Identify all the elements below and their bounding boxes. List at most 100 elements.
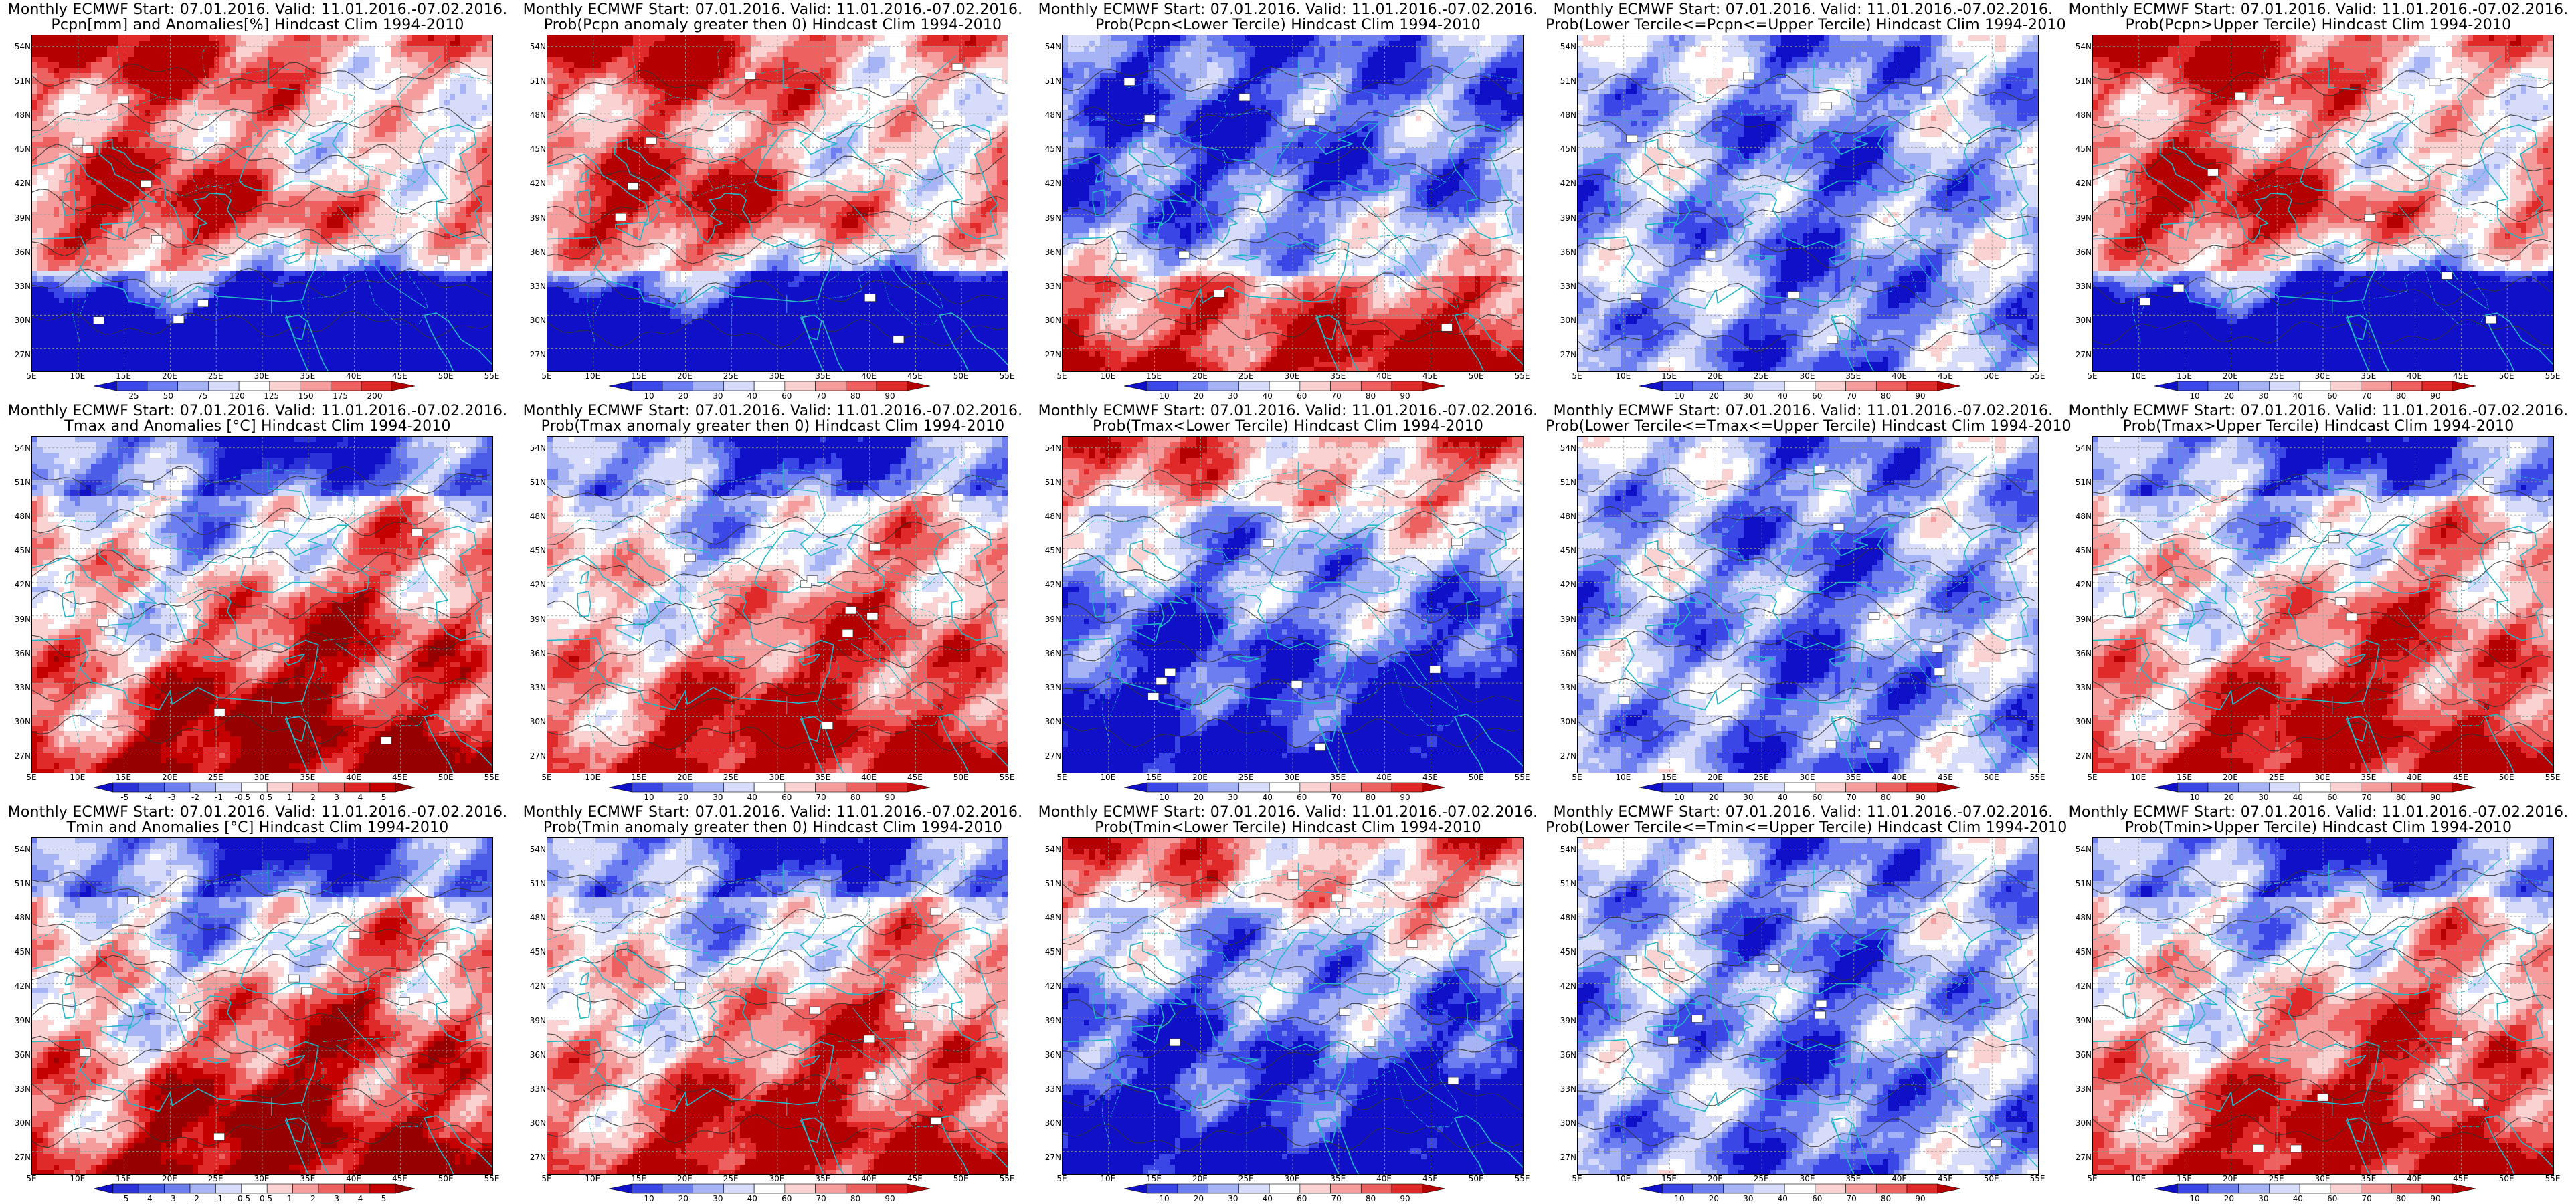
longitude-label: 20E bbox=[2217, 372, 2243, 380]
longitude-label: 5E bbox=[18, 773, 45, 781]
longitude-label: 55E bbox=[2539, 372, 2566, 380]
colorbar bbox=[1639, 1184, 1960, 1193]
latitude-label: 30N bbox=[5, 718, 31, 726]
colorbar-tick-label: -3 bbox=[159, 1195, 185, 1203]
panel-title: Monthly ECMWF Start: 07.01.2016. Valid: … bbox=[1030, 1, 1546, 18]
longitude-label: 45E bbox=[1416, 1175, 1443, 1183]
latitude-label: 27N bbox=[2066, 752, 2092, 760]
colorbar-tick-label: 90 bbox=[877, 1195, 903, 1203]
colorbar-tick-label: -1 bbox=[205, 1195, 232, 1203]
colorbar-tick-label: 10 bbox=[1151, 793, 1178, 801]
colorbar-tick-label: 40 bbox=[739, 793, 765, 801]
longitude-label: 45E bbox=[2447, 1175, 2474, 1183]
colorbar-tick-label: 90 bbox=[1907, 793, 1934, 801]
latitude-label: 54N bbox=[5, 43, 31, 51]
longitude-label: 10E bbox=[1610, 372, 1637, 380]
colorbar-tick-label: 90 bbox=[877, 793, 903, 801]
latitude-label: 27N bbox=[1036, 1153, 1061, 1161]
latitude-label: 42N bbox=[1036, 581, 1061, 589]
longitude-label: 50E bbox=[947, 372, 974, 380]
colorbar-tick-label: 70 bbox=[2353, 392, 2380, 400]
panel-title: Monthly ECMWF Start: 07.01.2016. Valid: … bbox=[0, 403, 515, 419]
latitude-label: 45N bbox=[521, 948, 546, 956]
latitude-label: 33N bbox=[2066, 282, 2092, 290]
longitude-label: 40E bbox=[856, 372, 883, 380]
colorbar-tick-label: 20 bbox=[2215, 793, 2242, 801]
latitude-label: 30N bbox=[521, 316, 546, 324]
colorbar-svg bbox=[609, 1184, 930, 1193]
latitude-label: 30N bbox=[2066, 1119, 2092, 1127]
longitude-label: 20E bbox=[671, 372, 698, 380]
longitude-label: 50E bbox=[1978, 1175, 2005, 1183]
latitude-label: 27N bbox=[521, 752, 546, 760]
panel-title: Monthly ECMWF Start: 07.01.2016. Valid: … bbox=[2061, 403, 2576, 419]
colorbar-svg bbox=[94, 1184, 415, 1193]
map-panel: Monthly ECMWF Start: 07.01.2016. Valid: … bbox=[1546, 401, 2061, 803]
map-area bbox=[31, 436, 493, 773]
longitude-label: 45E bbox=[1932, 1175, 1958, 1183]
colorbar-tick-label: 40 bbox=[1254, 392, 1281, 400]
map-area bbox=[547, 436, 1008, 773]
longitude-label: 30E bbox=[2309, 773, 2336, 781]
latitude-label: 36N bbox=[5, 248, 31, 256]
longitude-label: 15E bbox=[2171, 372, 2198, 380]
longitude-label: 25E bbox=[202, 372, 229, 380]
longitude-label: 5E bbox=[18, 1175, 45, 1183]
latitude-label: 45N bbox=[1551, 546, 1576, 555]
colorbar-svg bbox=[609, 381, 930, 391]
map-area bbox=[1062, 837, 1524, 1175]
colorbar-tick-label: 90 bbox=[2422, 1195, 2449, 1203]
longitude-label: 55E bbox=[1509, 1175, 1536, 1183]
latitude-label: 42N bbox=[1551, 179, 1576, 187]
longitude-label: 40E bbox=[341, 773, 367, 781]
colorbar-tick-label: 30 bbox=[2250, 392, 2277, 400]
longitude-label: 5E bbox=[18, 372, 45, 380]
map-panel: Monthly ECMWF Start: 07.01.2016. Valid: … bbox=[1030, 803, 1546, 1204]
latitude-label: 54N bbox=[1551, 444, 1576, 452]
colorbar-tick-label: 20 bbox=[670, 392, 697, 400]
longitude-label: 15E bbox=[2171, 1175, 2198, 1183]
latitude-label: 36N bbox=[521, 649, 546, 658]
colorbar bbox=[94, 783, 415, 792]
longitude-label: 45E bbox=[1416, 372, 1443, 380]
colorbar-tick-label: -5 bbox=[111, 1195, 138, 1203]
latitude-label: 45N bbox=[5, 546, 31, 555]
longitude-label: 25E bbox=[1748, 773, 1774, 781]
latitude-label: 54N bbox=[2066, 845, 2092, 854]
longitude-label: 30E bbox=[763, 1175, 790, 1183]
longitude-label: 15E bbox=[110, 1175, 137, 1183]
longitude-label: 5E bbox=[2079, 773, 2106, 781]
latitude-label: 42N bbox=[5, 179, 31, 187]
map-area bbox=[1577, 35, 2039, 372]
longitude-label: 55E bbox=[478, 372, 505, 380]
longitude-label: 30E bbox=[763, 773, 790, 781]
colorbar-tick-label: 80 bbox=[842, 793, 869, 801]
colorbar bbox=[609, 1184, 930, 1193]
longitude-label: 40E bbox=[2401, 773, 2428, 781]
colorbar-tick-label: 90 bbox=[1392, 1195, 1418, 1203]
colorbar-tick-label: 20 bbox=[1185, 1195, 1212, 1203]
colorbar-svg bbox=[1124, 783, 1445, 792]
colorbar bbox=[1124, 1184, 1445, 1193]
map-area bbox=[31, 35, 493, 372]
latitude-label: 30N bbox=[2066, 718, 2092, 726]
panel-subtitle: Prob(Lower Tercile<=Pcpn<=Upper Tercile)… bbox=[1546, 17, 2061, 33]
colorbar-tick-label: 30 bbox=[1220, 793, 1247, 801]
latitude-label: 45N bbox=[2066, 948, 2092, 956]
longitude-label: 50E bbox=[2493, 773, 2520, 781]
latitude-label: 33N bbox=[5, 684, 31, 692]
latitude-label: 54N bbox=[2066, 444, 2092, 452]
longitude-label: 50E bbox=[432, 372, 459, 380]
latitude-label: 30N bbox=[1036, 316, 1061, 324]
longitude-label: 45E bbox=[901, 773, 928, 781]
longitude-label: 25E bbox=[1232, 1175, 1259, 1183]
latitude-label: 27N bbox=[521, 1153, 546, 1161]
longitude-label: 25E bbox=[1232, 773, 1259, 781]
longitude-label: 15E bbox=[1656, 773, 1683, 781]
latitude-label: 54N bbox=[1551, 845, 1576, 854]
longitude-label: 5E bbox=[533, 372, 560, 380]
longitude-label: 25E bbox=[1748, 1175, 1774, 1183]
panel-title: Monthly ECMWF Start: 07.01.2016. Valid: … bbox=[0, 1, 515, 18]
latitude-label: 48N bbox=[1551, 512, 1576, 520]
panel-title: Monthly ECMWF Start: 07.01.2016. Valid: … bbox=[0, 804, 515, 821]
